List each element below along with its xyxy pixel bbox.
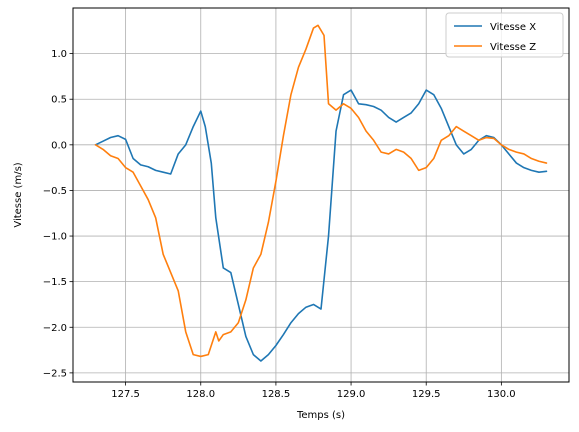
x-tick-label: 129.0 <box>337 389 366 400</box>
x-tick-label: 130.0 <box>487 389 516 400</box>
plot-frame <box>72 7 570 383</box>
series-line-vitesse-x <box>94 89 548 362</box>
legend: Vitesse X Vitesse Z <box>445 12 564 58</box>
x-tick-label: 129.5 <box>412 389 441 400</box>
x-tick-label: 127.5 <box>111 389 140 400</box>
y-axis-label: Vitesse (m/s) <box>13 162 24 227</box>
y-tick-label: −2.5 <box>43 368 67 379</box>
y-tick-label: −1.5 <box>43 277 67 288</box>
y-tick-label: −2.0 <box>43 323 67 334</box>
series-layer <box>94 24 548 362</box>
series-line-vitesse-z <box>94 24 548 358</box>
y-tick-label: −0.5 <box>43 186 67 197</box>
y-tick-label: 1.0 <box>51 49 67 60</box>
x-tick-label: 128.0 <box>186 389 215 400</box>
y-tick-label: −1.0 <box>43 232 67 243</box>
y-axis: −2.5 −2.0 −1.5 −1.0 −0.5 0.0 0.5 1.0 <box>43 49 73 379</box>
y-tick-label: 0.5 <box>51 95 67 106</box>
legend-label-vitesse-x: Vitesse X <box>490 22 536 33</box>
x-axis: 127.5 128.0 128.5 129.0 129.5 130.0 <box>111 382 516 400</box>
legend-label-vitesse-z: Vitesse Z <box>490 42 536 53</box>
y-tick-label: 0.0 <box>51 140 67 151</box>
x-axis-label: Temps (s) <box>296 410 345 421</box>
x-tick-label: 128.5 <box>262 389 291 400</box>
